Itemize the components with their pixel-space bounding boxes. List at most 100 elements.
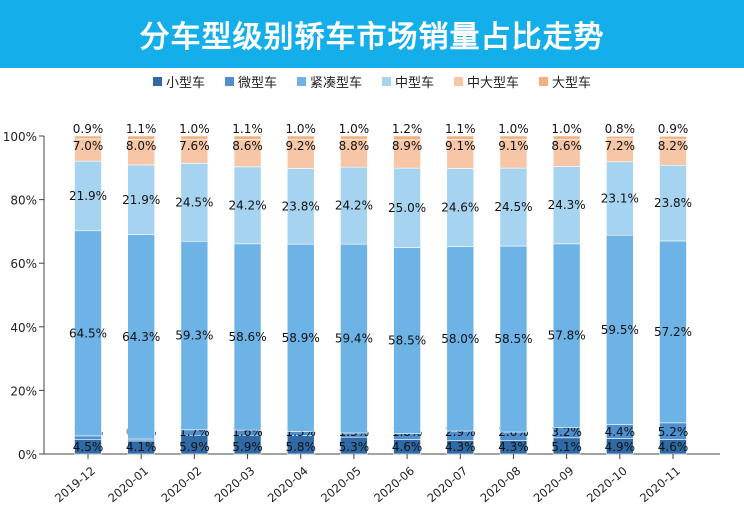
bar-segment bbox=[180, 135, 209, 140]
bar-segment bbox=[340, 243, 368, 434]
legend-swatch bbox=[454, 77, 464, 86]
bar-segment bbox=[127, 135, 155, 140]
legend-item: 紧凑型车 bbox=[296, 72, 362, 91]
data-label: 8.6% bbox=[232, 139, 263, 153]
data-label: 25.0% bbox=[388, 201, 426, 215]
x-tick-label: 2020-06 bbox=[371, 464, 417, 506]
bar-segment bbox=[393, 167, 421, 248]
bar-segment bbox=[393, 135, 421, 141]
bar-segment bbox=[552, 135, 581, 140]
data-label: 58.5% bbox=[388, 334, 426, 348]
data-label: 4.3% bbox=[498, 440, 529, 454]
legend: 小型车 微型车 紧凑型车 中型车 中大型车 大型车 bbox=[0, 72, 744, 91]
data-label: 4.5% bbox=[73, 440, 104, 454]
bar-segment bbox=[659, 240, 687, 424]
bar-segment bbox=[446, 135, 475, 140]
data-label: 59.5% bbox=[601, 323, 639, 337]
data-label: 9.1% bbox=[445, 139, 476, 153]
data-label: 1.1% bbox=[232, 122, 263, 136]
y-tick-label: 100% bbox=[3, 130, 37, 144]
data-label: 64.3% bbox=[122, 330, 160, 344]
legend-swatch bbox=[224, 77, 234, 86]
bar-segment bbox=[393, 247, 421, 434]
bar-segment bbox=[233, 243, 262, 431]
data-label: 8.0% bbox=[126, 139, 157, 153]
data-label: 21.9% bbox=[122, 193, 160, 207]
data-label: 0.9% bbox=[73, 122, 104, 136]
bar-segment bbox=[74, 135, 102, 140]
bar-segment bbox=[180, 163, 209, 242]
legend-swatch bbox=[152, 77, 162, 86]
data-label: 23.8% bbox=[654, 196, 692, 210]
bar-segment bbox=[286, 243, 315, 432]
bar-segment bbox=[499, 167, 528, 247]
legend-label: 中型车 bbox=[395, 76, 435, 91]
data-label: 4.4% bbox=[605, 425, 636, 439]
title-banner: 分车型级别轿车市场销量占比走势 bbox=[0, 0, 744, 68]
data-label: 8.9% bbox=[392, 139, 423, 153]
legend-swatch bbox=[539, 77, 549, 86]
bar-segment bbox=[233, 135, 262, 140]
data-label: 21.9% bbox=[69, 189, 107, 203]
data-label: 1.0% bbox=[339, 122, 370, 136]
legend-item: 中大型车 bbox=[454, 72, 519, 91]
bar-segment bbox=[127, 139, 155, 166]
data-label: 1.2% bbox=[392, 122, 423, 136]
legend-item: 微型车 bbox=[224, 72, 277, 91]
data-label: 5.3% bbox=[339, 440, 370, 454]
bar-segment bbox=[606, 136, 634, 140]
data-label: 24.5% bbox=[494, 200, 532, 214]
bar-segment bbox=[74, 160, 102, 232]
data-label: 5.8% bbox=[285, 440, 316, 454]
data-label: 64.5% bbox=[69, 326, 107, 340]
bar-segment bbox=[552, 138, 581, 167]
data-label: 0.8% bbox=[605, 122, 636, 136]
data-label: 7.2% bbox=[605, 139, 636, 153]
legend-swatch bbox=[296, 77, 306, 86]
y-tick-label: 20% bbox=[10, 384, 37, 398]
legend-label: 紧凑型车 bbox=[309, 76, 362, 91]
data-label: 23.1% bbox=[601, 191, 639, 205]
x-tick-label: 2020-01 bbox=[105, 464, 151, 506]
x-tick-label: 2020-10 bbox=[584, 464, 630, 506]
bar-segment bbox=[446, 168, 475, 247]
data-label: 4.9% bbox=[605, 440, 636, 454]
data-label: 1.0% bbox=[179, 122, 210, 136]
data-label: 23.8% bbox=[282, 199, 320, 213]
data-label: 8.2% bbox=[658, 139, 689, 153]
bar-segment bbox=[340, 135, 368, 140]
data-label: 5.9% bbox=[232, 440, 263, 454]
bar-segment bbox=[127, 164, 155, 235]
x-tick-label: 2020-09 bbox=[531, 464, 577, 506]
data-label: 4.1% bbox=[126, 440, 157, 454]
bar-segment bbox=[393, 139, 421, 169]
x-tick-label: 2020-08 bbox=[478, 464, 524, 506]
data-label: 24.2% bbox=[335, 199, 373, 213]
x-tick-label: 2020-07 bbox=[424, 464, 470, 506]
data-label: 4.3% bbox=[445, 440, 476, 454]
data-label: 1.0% bbox=[551, 122, 582, 136]
bar-segment bbox=[499, 135, 528, 140]
x-tick-label: 2020-05 bbox=[318, 464, 364, 506]
data-label: 8.8% bbox=[339, 139, 370, 153]
legend-swatch bbox=[382, 77, 391, 86]
bar-segment bbox=[499, 138, 528, 169]
data-label: 7.6% bbox=[179, 139, 210, 153]
data-label: 1.0% bbox=[498, 122, 529, 136]
bar-segment bbox=[74, 230, 102, 437]
data-label: 3.2% bbox=[551, 425, 582, 439]
data-label: 58.9% bbox=[282, 331, 320, 345]
x-tick-label: 2020-04 bbox=[265, 464, 311, 506]
data-label: 57.8% bbox=[548, 329, 586, 343]
bar-segment bbox=[606, 234, 634, 425]
data-label: 1.1% bbox=[126, 122, 157, 136]
data-label: 0.9% bbox=[658, 122, 689, 136]
legend-item: 中型车 bbox=[382, 72, 434, 91]
data-label: 5.1% bbox=[551, 440, 582, 454]
data-label: 5.9% bbox=[179, 440, 210, 454]
x-tick-label: 2019-12 bbox=[52, 464, 98, 506]
y-tick-label: 60% bbox=[10, 257, 37, 271]
data-label: 24.2% bbox=[228, 198, 266, 212]
bar-segment bbox=[180, 240, 209, 431]
